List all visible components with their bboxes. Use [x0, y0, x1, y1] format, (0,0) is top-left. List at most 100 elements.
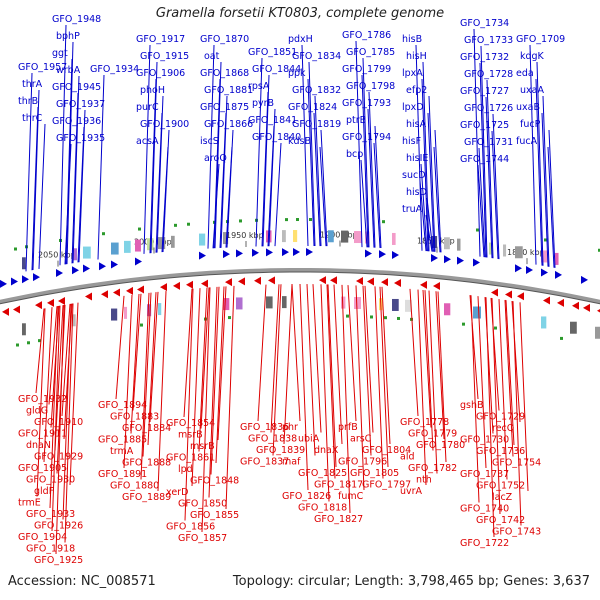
reverse-gene-label: msrB	[190, 441, 215, 452]
reverse-gene-arrow	[356, 277, 363, 286]
forward-gene-arrow	[56, 268, 63, 277]
reverse-gene-label: GFO_1880	[110, 481, 159, 492]
forward-gene-leader	[71, 92, 79, 264]
reverse-gene-label: GFO_1826	[282, 491, 331, 502]
forward-gene-label: GFO_1734	[460, 18, 509, 29]
reverse-gene-leader	[191, 288, 201, 487]
reverse-gene-leader	[312, 284, 322, 433]
reverse-gene-arrow	[13, 305, 20, 314]
forward-feature-block	[158, 237, 166, 250]
forward-gene-leader	[207, 44, 215, 249]
forward-gene-label: GFO_1957	[18, 62, 67, 73]
forward-gene-leader	[536, 61, 544, 266]
reverse-gene-arrow	[254, 276, 261, 285]
forward-gene-arrow	[555, 270, 562, 279]
reverse-gene-leader	[225, 285, 235, 510]
reverse-gene-leader	[519, 302, 529, 492]
forward-gene-label: GFO_1793	[342, 98, 391, 109]
forward-gene-leader	[31, 106, 39, 271]
forward-gene-label: fucP	[520, 119, 541, 130]
forward-feature-block	[541, 250, 548, 263]
reverse-gene-leader	[504, 299, 514, 457]
gc-marker	[138, 227, 141, 231]
gc-marker	[228, 316, 231, 320]
reverse-gene-leader	[115, 295, 125, 400]
reverse-gene-leader	[132, 293, 142, 411]
forward-gene-arrow	[379, 250, 386, 259]
reverse-gene-leader	[333, 284, 343, 445]
forward-feature-block	[171, 235, 175, 248]
forward-gene-label: purC	[136, 102, 159, 113]
reverse-feature-block	[444, 303, 451, 316]
reverse-gene-arrow	[572, 301, 579, 310]
forward-gene-label: GFO_1794	[342, 132, 391, 143]
forward-gene-label: GFO_1851	[248, 47, 297, 58]
reverse-gene-leader	[498, 299, 508, 480]
forward-gene-label: phoH	[140, 85, 165, 96]
reverse-gene-leader	[320, 284, 330, 502]
forward-gene-label: pdxH	[288, 34, 313, 45]
reverse-gene-label: trmE	[18, 498, 41, 509]
reverse-gene-label: GFO_1855	[190, 510, 239, 521]
reverse-gene-label: GFO_1883	[110, 412, 159, 423]
reverse-gene-leader	[272, 284, 282, 456]
reverse-gene-leader	[379, 286, 389, 468]
forward-gene-arrow	[135, 257, 142, 266]
reverse-gene-arrow	[505, 290, 512, 299]
forward-gene-arrow	[72, 266, 79, 275]
forward-gene-label: aroQ	[204, 153, 227, 164]
reverse-gene-label: GFO_1742	[476, 515, 525, 526]
reverse-gene-arrow	[58, 296, 65, 305]
reverse-gene-label: arsC	[350, 434, 372, 445]
gc-marker	[346, 314, 349, 318]
reverse-gene-leader	[485, 297, 495, 538]
forward-gene-leader	[66, 41, 74, 265]
reverse-gene-leader	[364, 285, 374, 433]
forward-gene-label: GFO_1832	[292, 85, 341, 96]
forward-gene-leader	[486, 79, 494, 259]
forward-gene-leader	[274, 142, 282, 247]
forward-gene-label: acsA	[136, 136, 159, 147]
forward-gene-arrow	[473, 258, 480, 267]
forward-gene-label: uxaA	[520, 85, 544, 96]
gc-marker	[462, 322, 465, 326]
reverse-gene-label: msrB	[178, 430, 203, 441]
reverse-gene-label: ubiA	[298, 434, 320, 445]
forward-gene-label: GFO_1709	[516, 34, 565, 45]
forward-gene-leader	[64, 143, 72, 265]
forward-gene-label: eda	[516, 68, 534, 79]
scale-tick-label: 1800 kbp	[507, 248, 545, 257]
accession-label: Accession: NC_008571	[8, 574, 156, 589]
forward-gene-label: GFO_1731	[464, 137, 513, 148]
forward-gene-leader	[77, 126, 85, 263]
forward-feature-block	[22, 257, 26, 270]
reverse-gene-label: gldF	[34, 486, 54, 497]
reverse-gene-leader	[299, 284, 309, 491]
forward-feature-block	[515, 246, 523, 259]
reverse-feature-block	[541, 316, 547, 329]
reverse-gene-leader	[347, 285, 357, 422]
reverse-gene-leader	[355, 285, 365, 491]
forward-gene-leader	[485, 96, 493, 259]
reverse-gene-label: GFO_1825	[298, 468, 347, 479]
forward-gene-label: GFO_1841	[248, 115, 297, 126]
forward-gene-arrow	[266, 248, 273, 257]
reverse-gene-label: gldG	[26, 406, 48, 417]
forward-feature-block	[135, 239, 141, 252]
forward-feature-block	[489, 242, 493, 255]
forward-gene-leader	[38, 123, 46, 269]
reverse-feature-block	[147, 304, 152, 317]
forward-feature-block	[111, 242, 119, 255]
forward-gene-label: iscS	[200, 136, 219, 147]
reverse-feature-block	[223, 298, 230, 311]
reverse-feature-block	[158, 303, 162, 316]
gc-marker	[285, 218, 288, 222]
forward-gene-label: kdsB	[288, 136, 311, 147]
gc-marker	[494, 326, 497, 330]
reverse-gene-leader	[381, 286, 391, 445]
forward-gene-label: truA	[402, 204, 423, 215]
reverse-gene-label: trmA	[110, 446, 134, 457]
reverse-gene-label: GFO_1782	[408, 463, 457, 474]
forward-gene-arrow	[365, 249, 372, 258]
